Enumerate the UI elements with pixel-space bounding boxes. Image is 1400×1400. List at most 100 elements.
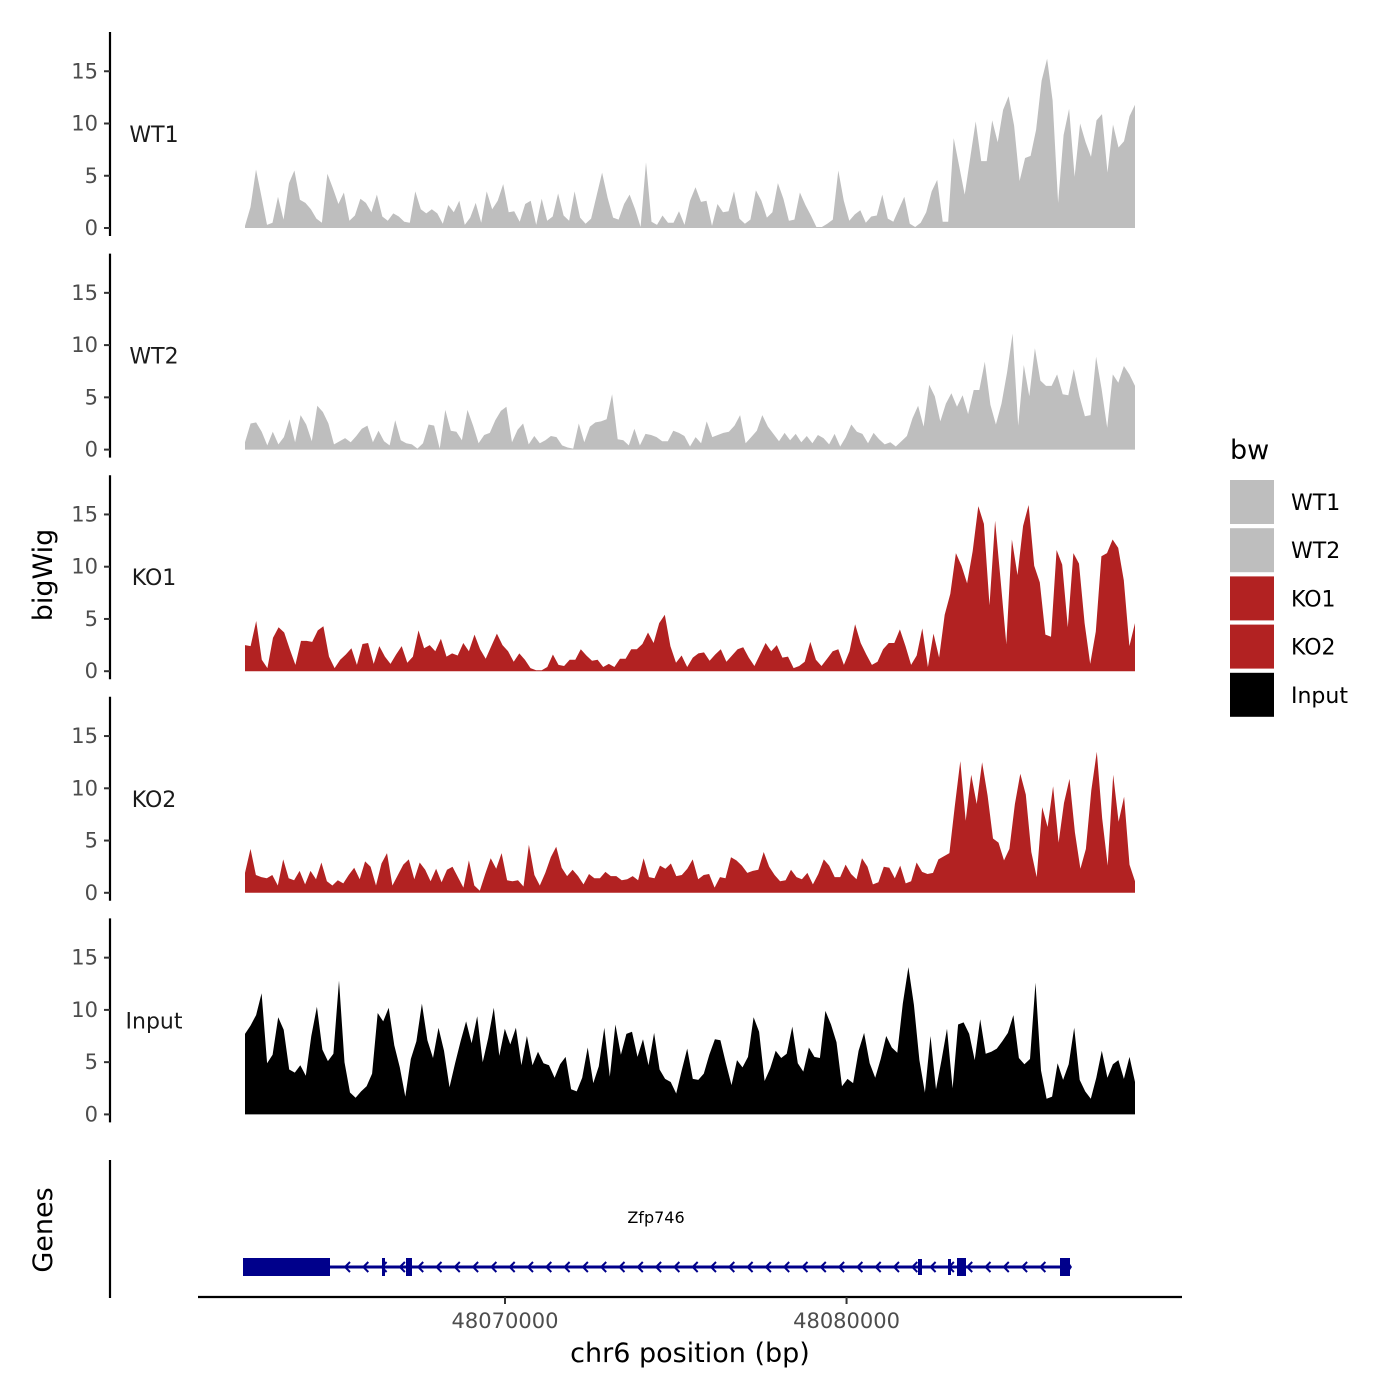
strand-arrow: [416, 1261, 424, 1273]
strand-arrow: [764, 1261, 772, 1273]
strand-arrow: [727, 1261, 736, 1273]
legend: bw WT1 WT2 KO1 KO2 Input: [1230, 435, 1348, 717]
y-tick-label: 0: [85, 1102, 98, 1126]
signal-area-wt1: [245, 58, 1135, 229]
strand-arrow: [965, 1261, 973, 1273]
track-label: KO2: [132, 788, 177, 813]
track-label: WT1: [129, 123, 178, 148]
strand-arrow: [1002, 1261, 1010, 1273]
y-tick-label: 0: [85, 438, 98, 462]
strand-arrow: [398, 1261, 406, 1273]
strand-arrow: [599, 1261, 607, 1273]
y-tick-label: 0: [85, 216, 98, 240]
y-tick-label: 5: [85, 385, 98, 409]
x-tick-label: 48080000: [793, 1309, 900, 1333]
exon-block: [243, 1258, 330, 1276]
strand-arrow: [819, 1261, 827, 1273]
strand-arrow: [544, 1261, 553, 1273]
strand-arrow: [929, 1261, 937, 1273]
legend-title: bw: [1230, 435, 1269, 466]
y-axis-title: bigWig: [28, 529, 59, 622]
exon-block: [918, 1259, 922, 1275]
signal-area-ko2: [245, 751, 1135, 893]
signal-area-input: [245, 967, 1135, 1115]
track-panel-ko2: 0 5 10 15 KO2: [71, 696, 1135, 905]
strand-arrow: [910, 1261, 919, 1273]
strand-arrow: [343, 1261, 351, 1273]
genes-axis-title: Genes: [28, 1187, 59, 1272]
strand-arrow: [782, 1261, 790, 1273]
y-tick-label: 0: [85, 881, 98, 905]
y-tick-label: 10: [71, 555, 98, 579]
legend-key-ko2: [1230, 624, 1274, 669]
strand-arrow: [636, 1261, 644, 1273]
y-tick-label: 15: [71, 281, 98, 305]
gene-track: Zfp746: [108, 1160, 1072, 1298]
y-tick-label: 15: [71, 59, 98, 83]
strand-arrow: [471, 1261, 479, 1273]
track-panel-wt1: 0 5 10 15 WT1: [71, 32, 1135, 240]
legend-label-wt2: WT2: [1291, 539, 1340, 564]
y-tick-label: 5: [85, 607, 98, 631]
legend-key-input: [1230, 672, 1274, 717]
strand-arrow: [618, 1261, 626, 1273]
axes: bigWig Genes chr6 position (bp) 48070000…: [28, 529, 1182, 1369]
strand-arrow: [672, 1261, 681, 1273]
strand-arrow: [435, 1261, 443, 1273]
y-tick-label: 10: [71, 333, 98, 357]
y-tick-label: 5: [85, 1050, 98, 1074]
y-tick-label: 15: [71, 946, 98, 970]
y-tick-label: 5: [85, 164, 98, 188]
exon-block: [1060, 1258, 1070, 1276]
strand-arrow: [453, 1261, 461, 1273]
exon-block: [948, 1259, 951, 1275]
y-tick-label: 10: [71, 776, 98, 800]
strand-arrow: [1020, 1261, 1028, 1273]
legend-key-ko1: [1230, 576, 1274, 621]
strand-arrow: [837, 1261, 845, 1273]
exon-block: [382, 1258, 385, 1276]
track-label: KO1: [132, 566, 177, 591]
strand-arrow: [654, 1261, 662, 1273]
track-panel-input: 0 5 10 15 Input: [71, 918, 1135, 1126]
strand-arrow: [691, 1261, 699, 1273]
legend-label-ko1: KO1: [1291, 587, 1336, 612]
y-tick-label: 10: [71, 112, 98, 136]
signal-area-wt2: [245, 333, 1135, 450]
strand-arrow: [874, 1261, 882, 1273]
signal-area-ko1: [245, 505, 1135, 672]
track-label: WT2: [129, 345, 178, 370]
x-axis-title: chr6 position (bp): [570, 1338, 810, 1369]
track-panel-wt2: 0 5 10 15 WT2: [71, 253, 1135, 462]
y-tick-label: 15: [71, 502, 98, 526]
strand-arrow: [1038, 1261, 1047, 1273]
strand-arrow: [361, 1261, 370, 1273]
legend-key-wt1: [1230, 480, 1274, 524]
track-label: Input: [126, 1009, 183, 1034]
y-tick-label: 15: [71, 724, 98, 748]
exon-block: [957, 1258, 966, 1276]
strand-arrow: [563, 1261, 571, 1273]
strand-arrow: [801, 1261, 809, 1273]
exon-block: [406, 1258, 412, 1276]
strand-arrow: [892, 1261, 900, 1273]
legend-label-wt1: WT1: [1291, 491, 1340, 516]
track-panel-ko1: 0 5 10 15 KO1: [71, 475, 1135, 683]
strand-arrow: [746, 1261, 754, 1273]
strand-arrow: [709, 1261, 717, 1273]
gene-end-cap: [1066, 1258, 1072, 1276]
strand-arrow: [855, 1261, 864, 1273]
gene-name-label: Zfp746: [627, 1208, 684, 1227]
x-tick-label: 48070000: [452, 1309, 559, 1333]
strand-arrow: [508, 1261, 516, 1273]
y-tick-label: 10: [71, 998, 98, 1022]
strand-arrow: [489, 1261, 498, 1273]
y-tick-label: 5: [85, 829, 98, 853]
signal-tracks: 0 5 10 15 WT1 0 5 10 15 WT2 0 5 10 15 KO1 0 5 10 15 KO2 0 5 10…: [71, 32, 1135, 1126]
y-tick-label: 0: [85, 659, 98, 683]
legend-label-ko2: KO2: [1291, 636, 1336, 661]
legend-key-wt2: [1230, 528, 1274, 573]
strand-arrow: [984, 1261, 992, 1273]
strand-arrow: [581, 1261, 589, 1273]
